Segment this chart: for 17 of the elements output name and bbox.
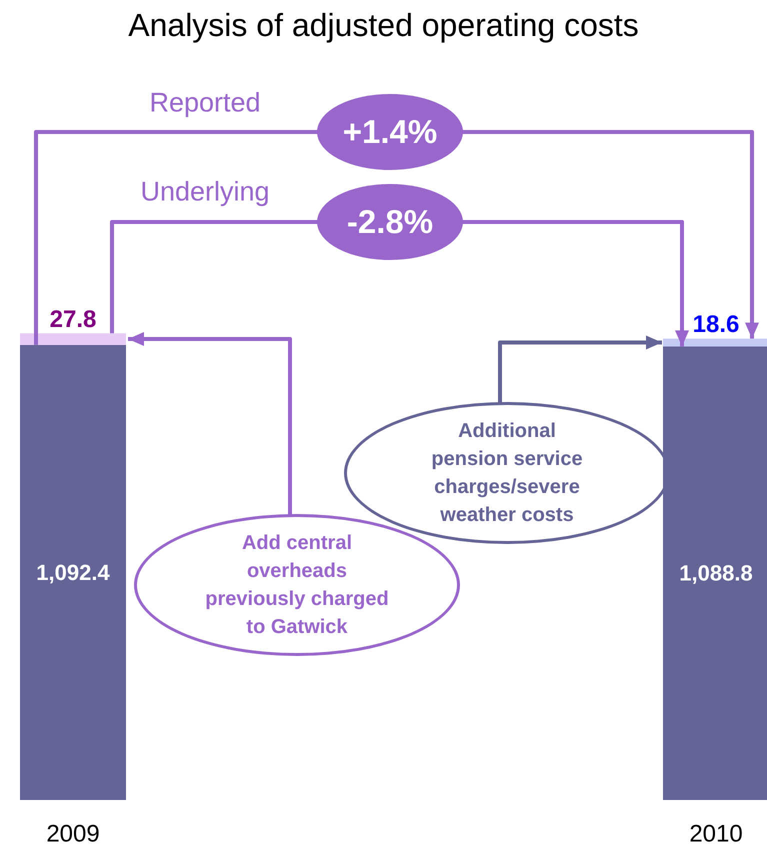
text: Reported bbox=[149, 88, 261, 118]
text: -2.8% bbox=[346, 203, 434, 241]
x-tick-label: 2010 bbox=[689, 820, 743, 848]
bar bbox=[20, 333, 126, 345]
text: Underlying bbox=[140, 176, 270, 208]
bar bbox=[663, 346, 767, 800]
annotation: Add central overheads previously charged to Gatwick bbox=[204, 531, 390, 640]
bar bbox=[20, 344, 126, 800]
bar bbox=[663, 338, 767, 346]
annotation: Additional pension service charges/severe weather costs bbox=[430, 419, 584, 528]
text: +1.4% bbox=[342, 113, 438, 151]
data-label: 18.6 bbox=[692, 311, 740, 338]
x-tick-label: 2009 bbox=[46, 820, 100, 848]
data-label: 1,088.8 bbox=[679, 560, 753, 586]
data-label: 1,092.4 bbox=[36, 560, 110, 585]
chart-title: Analysis of adjusted operating costs bbox=[128, 7, 639, 43]
data-label: 27.8 bbox=[50, 306, 96, 333]
